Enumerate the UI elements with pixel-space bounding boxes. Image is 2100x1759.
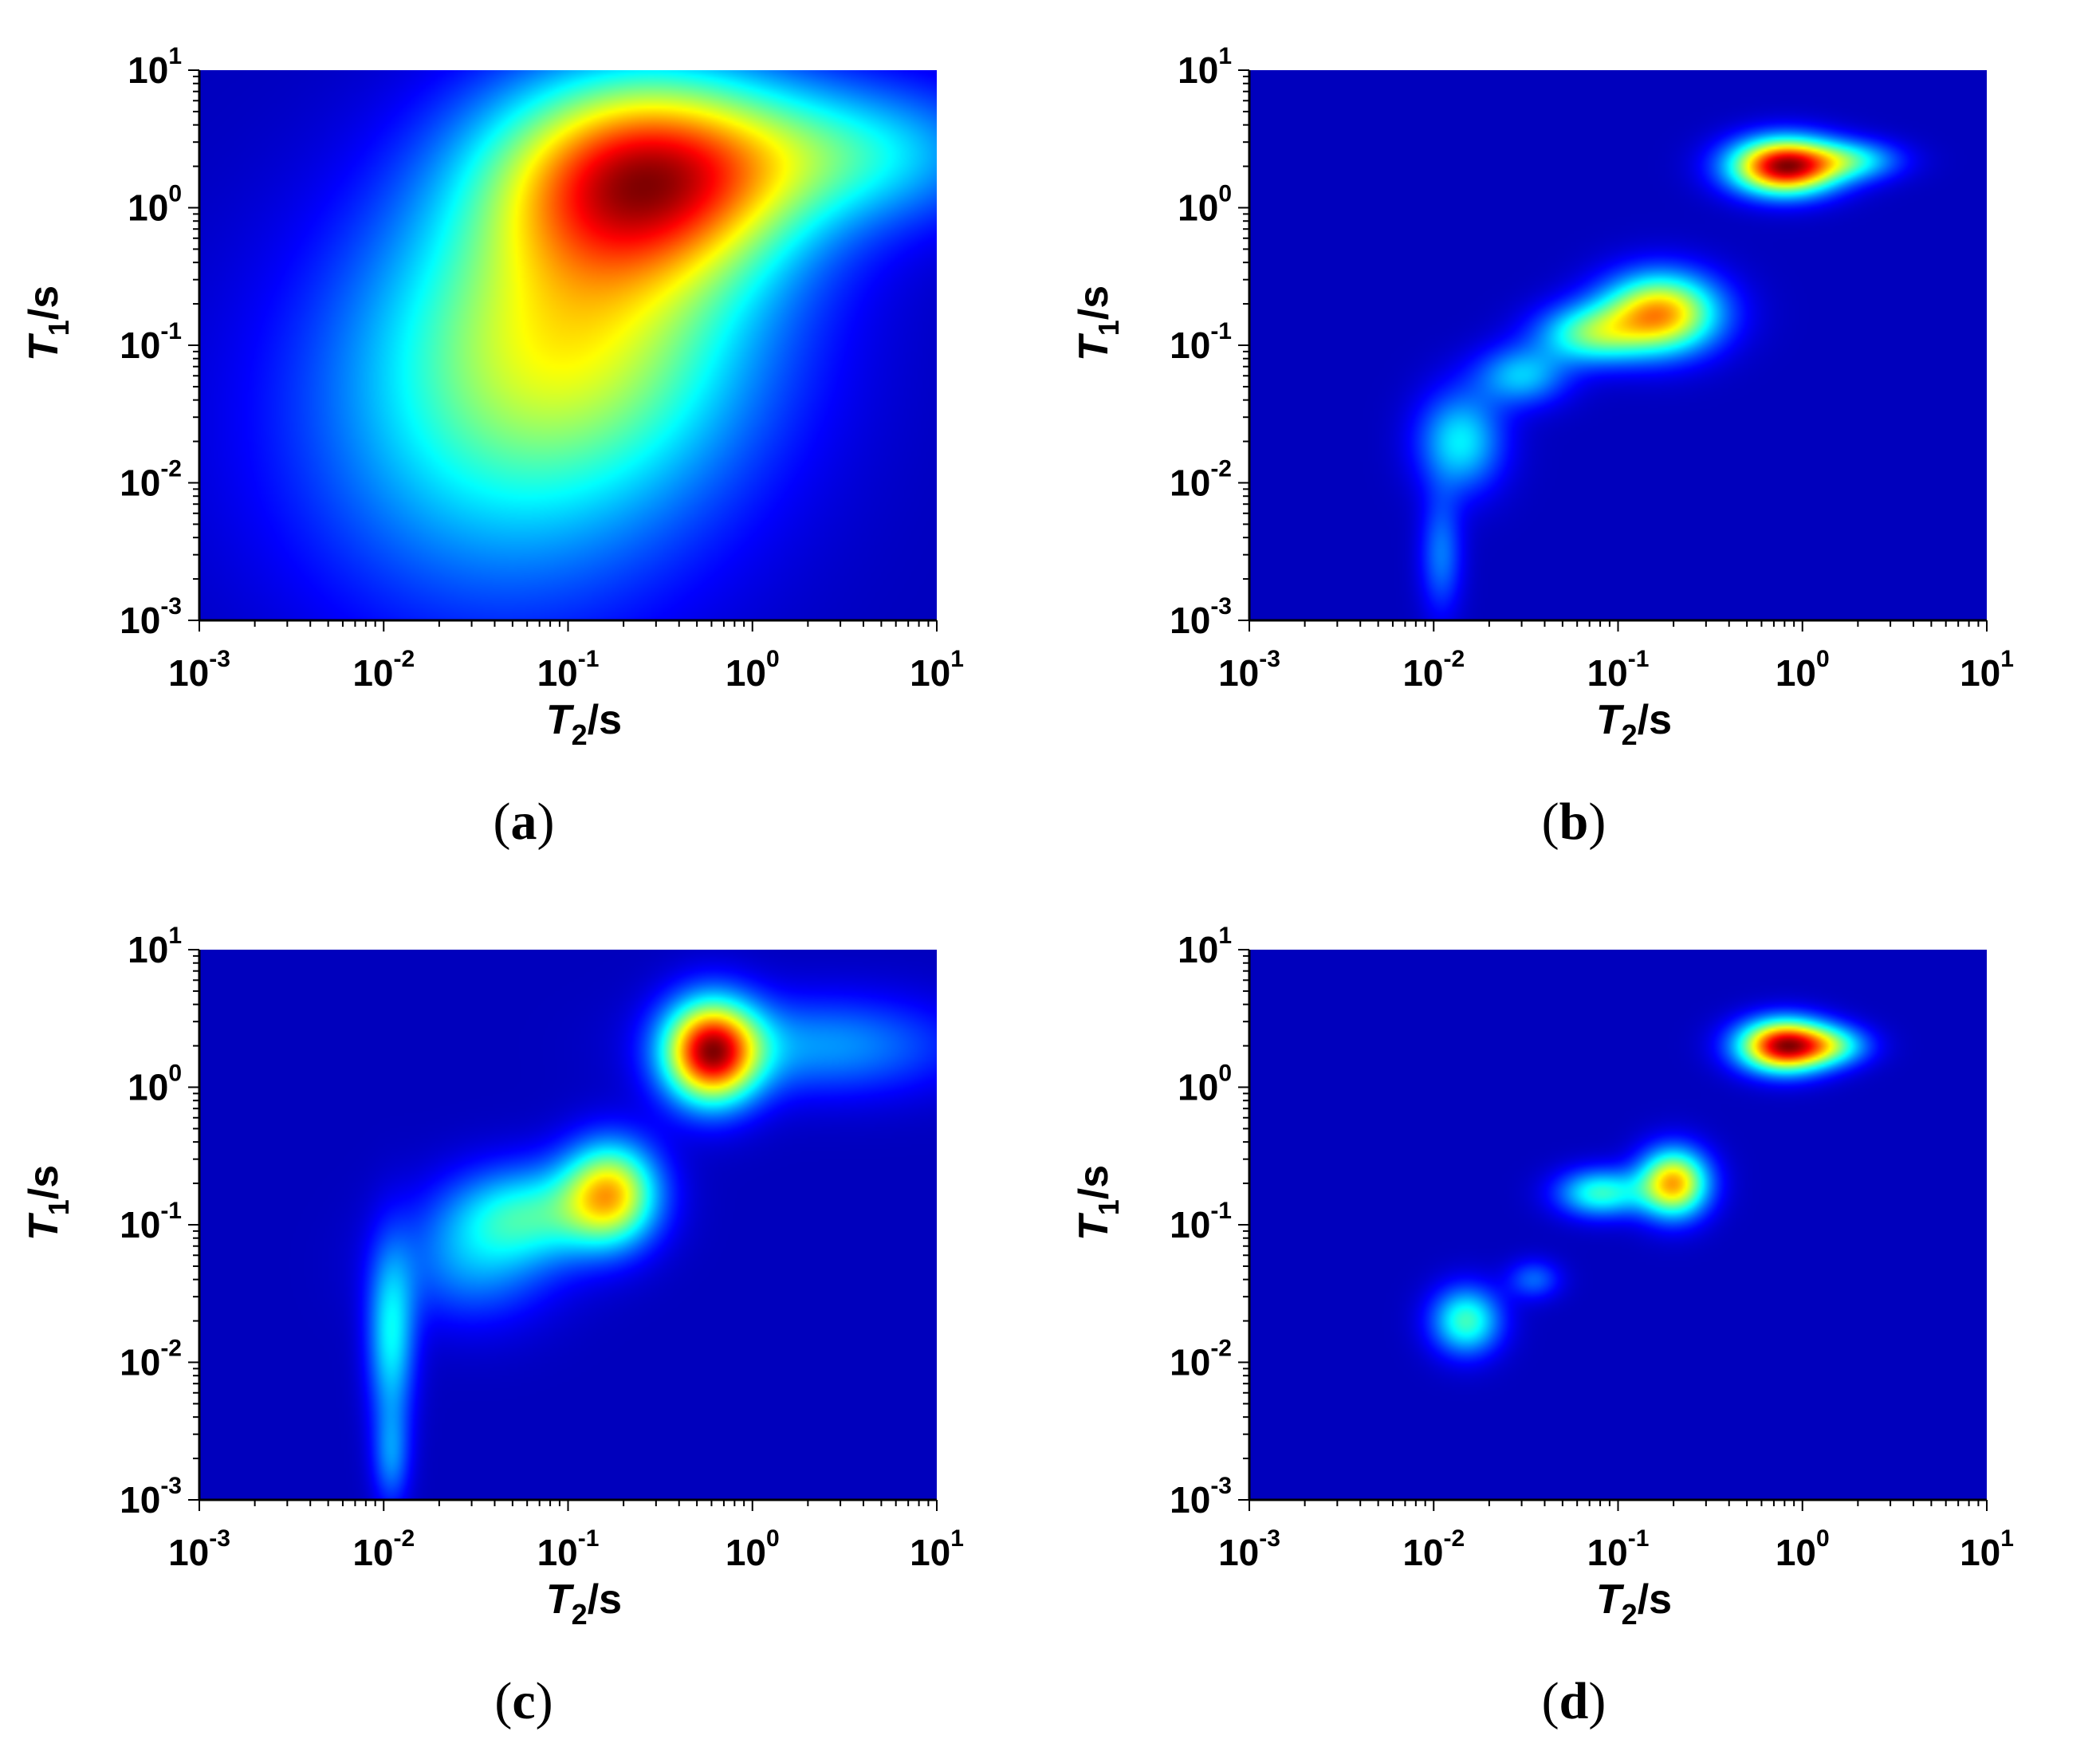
- x-tick-label: 101: [1960, 646, 2014, 694]
- heatmap-image: [199, 70, 937, 620]
- x-tick-label: 10-3: [1218, 646, 1280, 694]
- panel-b: 10-3 10-2 10-1 100 101 10-3 10-2 10-1 100 101 T2/s…: [1050, 0, 2100, 880]
- panel-d: 10-3 10-2 10-1 100 101 10-3 10-2 10-1 100 101 T2/s…: [1050, 880, 2100, 1759]
- heatmap-image: [1249, 950, 1987, 1500]
- x-tick-label: 100: [726, 646, 780, 694]
- panel-caption: (c): [494, 1672, 553, 1730]
- y-axis-label: T1/s: [21, 1165, 75, 1241]
- x-tick-label: 10-3: [1218, 1525, 1280, 1573]
- y-tick-label: 100: [128, 181, 182, 229]
- y-tick-label: 10-3: [120, 593, 182, 641]
- y-tick-label: 10-2: [1170, 456, 1232, 504]
- y-tick-label: 100: [1178, 1061, 1232, 1108]
- y-tick-label: 10-3: [1170, 593, 1232, 641]
- x-tick-label: 10-2: [352, 646, 415, 694]
- x-tick-label: 10-2: [1402, 1525, 1465, 1573]
- heatmap-image: [199, 950, 937, 1500]
- x-tick-label: 100: [1776, 646, 1830, 694]
- y-tick-label: 101: [128, 43, 182, 91]
- y-axis-label: T1/s: [1071, 285, 1125, 361]
- x-axis-label: T2/s: [1596, 697, 1672, 751]
- x-tick-label: 10-3: [168, 1525, 230, 1573]
- y-tick-label: 10-1: [120, 1198, 182, 1245]
- x-tick-label: 100: [726, 1525, 780, 1573]
- x-tick-label: 101: [910, 646, 964, 694]
- y-tick-label: 101: [1178, 43, 1232, 91]
- x-axis-label: T2/s: [546, 1576, 622, 1631]
- x-tick-label: 100: [1776, 1525, 1830, 1573]
- panel-a: 10-3 10-2 10-1 100 101 10-3 10-2 10-1 100 101 T2/s…: [0, 0, 1050, 880]
- y-axis-label: T1/s: [1071, 1165, 1125, 1241]
- chart-b: 10-3 10-2 10-1 100 101 10-3 10-2 10-1 100 101 T2/s…: [1071, 43, 2014, 851]
- y-tick-label: 10-1: [1170, 318, 1232, 366]
- y-tick-label: 10-2: [120, 1336, 182, 1383]
- y-tick-label: 100: [1178, 181, 1232, 229]
- y-tick-label: 10-1: [120, 318, 182, 366]
- x-tick-label: 10-2: [1402, 646, 1465, 694]
- panel-caption: (a): [494, 793, 555, 851]
- x-tick-label: 10-1: [1587, 1525, 1650, 1573]
- x-tick-label: 101: [1960, 1525, 2014, 1573]
- y-tick-label: 10-3: [1170, 1473, 1232, 1521]
- panel-caption: (b): [1542, 793, 1606, 851]
- chart-d: 10-3 10-2 10-1 100 101 10-3 10-2 10-1 100 101 T2/s…: [1071, 923, 2014, 1730]
- x-tick-label: 10-2: [352, 1525, 415, 1573]
- x-tick-label: 10-1: [1587, 646, 1650, 694]
- heatmap-image: [1249, 70, 1987, 620]
- y-tick-label: 10-3: [120, 1473, 182, 1521]
- panel-caption: (d): [1542, 1672, 1606, 1730]
- y-tick-label: 10-2: [1170, 1336, 1232, 1383]
- x-axis-label: T2/s: [1596, 1576, 1672, 1631]
- chart-a: 10-3 10-2 10-1 100 101 10-3 10-2 10-1 100 101 T2/s…: [21, 43, 964, 851]
- x-tick-label: 10-3: [168, 646, 230, 694]
- y-tick-label: 101: [1178, 923, 1232, 970]
- x-tick-label: 10-1: [537, 646, 600, 694]
- panel-c: 10-3 10-2 10-1 100 101 10-3 10-2 10-1 100 101 T2/s…: [0, 880, 1050, 1759]
- chart-c: 10-3 10-2 10-1 100 101 10-3 10-2 10-1 100 101 T2/s…: [21, 923, 964, 1730]
- x-tick-label: 101: [910, 1525, 964, 1573]
- y-axis-label: T1/s: [21, 285, 75, 361]
- x-tick-label: 10-1: [537, 1525, 600, 1573]
- y-tick-label: 100: [128, 1061, 182, 1108]
- y-tick-label: 10-1: [1170, 1198, 1232, 1245]
- y-tick-label: 10-2: [120, 456, 182, 504]
- x-axis-label: T2/s: [546, 697, 622, 751]
- y-tick-label: 101: [128, 923, 182, 970]
